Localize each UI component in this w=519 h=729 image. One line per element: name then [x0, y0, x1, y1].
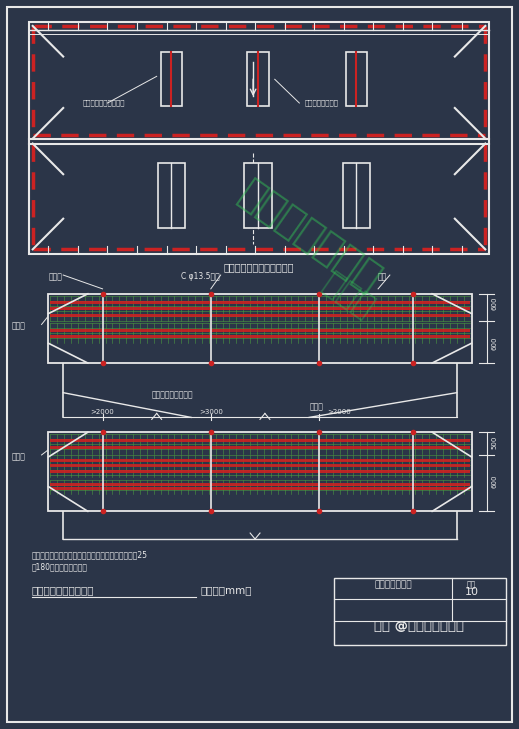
Text: （单位：mm）: （单位：mm） [201, 585, 252, 596]
Bar [158, 163, 185, 227]
Text: 板材料，下平板架放置: 板材料，下平板架放置 [83, 99, 126, 106]
Text: 500: 500 [491, 435, 497, 449]
Bar [346, 52, 367, 106]
Text: 图号: 图号 [467, 580, 476, 589]
Bar [50, 301, 470, 304]
Text: C φ13.5钢管: C φ13.5钢管 [181, 272, 220, 281]
Text: 屋面板与钢檩连接件: 屋面板与钢檩连接件 [152, 391, 194, 399]
Bar [48, 294, 472, 363]
Text: 10: 10 [465, 588, 479, 597]
Text: 栏杆柱: 栏杆柱 [48, 272, 62, 281]
Text: >2000: >2000 [327, 410, 350, 416]
Bar [247, 52, 269, 106]
Bar [244, 163, 272, 227]
Text: 注：屋面临边防护栏杆所用图自同层板外，也可以用25: 注：屋面临边防护栏杆所用图自同层板外，也可以用25 [32, 551, 148, 560]
Text: >3000: >3000 [199, 410, 223, 416]
Text: >2000: >2000 [91, 410, 114, 416]
Bar [343, 163, 370, 227]
Text: 图目前: 图目前 [309, 402, 323, 412]
Bar [50, 480, 470, 494]
Text: 厚180宽的采板做硬脚板: 厚180宽的采板做硬脚板 [32, 563, 88, 572]
Bar [50, 488, 470, 491]
Bar [334, 577, 506, 644]
Bar [50, 324, 470, 343]
Text: 600: 600 [491, 337, 497, 350]
Text: 通过螺栓固定防落: 通过螺栓固定防落 [304, 99, 338, 106]
Text: 一级建造师林涛: 一级建造师林涛 [231, 174, 387, 299]
Bar [48, 432, 472, 511]
Bar [50, 459, 470, 462]
Bar [29, 22, 489, 254]
Bar [50, 464, 470, 467]
Bar [50, 313, 470, 316]
Bar [50, 446, 470, 449]
Bar [50, 455, 470, 477]
Text: 师林涛: 师林涛 [318, 268, 379, 324]
Bar [50, 469, 470, 472]
Bar [50, 434, 470, 454]
Bar [50, 329, 470, 332]
Text: 屋面和楼层临边防护图: 屋面和楼层临边防护图 [32, 585, 94, 596]
Bar [160, 52, 182, 106]
Text: 头条 @一级建造师林涛: 头条 @一级建造师林涛 [374, 620, 465, 634]
Text: 栏杆: 栏杆 [378, 272, 387, 281]
Text: 安全防护标准图: 安全防护标准图 [374, 580, 412, 589]
Text: 扫地杆: 扫地杆 [12, 452, 26, 461]
Bar [50, 307, 470, 310]
Text: 斜屋面临边防护平面示意图: 斜屋面临边防护平面示意图 [224, 262, 294, 272]
Bar [50, 440, 470, 443]
Text: 600: 600 [491, 475, 497, 488]
Bar [50, 483, 470, 486]
Text: 600: 600 [491, 297, 497, 311]
Text: 扫地杆: 扫地杆 [12, 321, 26, 330]
Bar [50, 296, 470, 321]
Bar [50, 335, 470, 338]
